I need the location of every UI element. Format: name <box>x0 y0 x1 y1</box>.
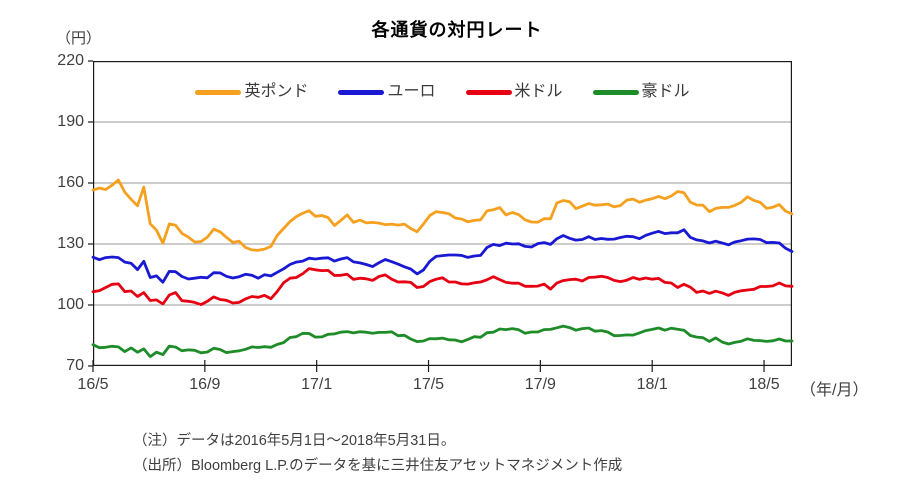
chart-legend: 英ポンド ユーロ 米ドル 豪ドル <box>93 83 792 101</box>
x-axis-unit-label: （年/月） <box>800 382 869 399</box>
plot-area <box>88 60 794 372</box>
x-tick-label: 16/5 <box>77 376 109 393</box>
x-tick-label: 17/1 <box>301 376 333 393</box>
series-line-eur <box>91 228 794 284</box>
y-tick-label: 160 <box>57 174 84 191</box>
series-line-gbp <box>91 178 794 252</box>
x-tick-label: 17/9 <box>524 376 556 393</box>
x-tick-label: 17/5 <box>412 376 445 393</box>
legend-label-gbp: 英ポンド <box>244 83 309 100</box>
legend-item-usd: 米ドル <box>465 83 563 101</box>
y-tick-label: 190 <box>57 113 84 130</box>
legend-line-swatch-gbp <box>195 89 242 95</box>
series-line-aud <box>91 324 794 359</box>
y-tick-label: 130 <box>57 235 84 252</box>
legend-line-swatch-eur <box>338 89 385 95</box>
legend-label-usd: 米ドル <box>514 83 563 100</box>
series-line-usd <box>91 267 794 307</box>
legend-item-eur: ユーロ <box>338 83 436 101</box>
y-tick-label: 100 <box>57 296 84 313</box>
source-line: （出所）Bloomberg L.P.のデータを基に三井住友アセットマネジメント作… <box>133 458 623 474</box>
legend-label-eur: ユーロ <box>387 83 436 100</box>
y-tick-label: 70 <box>66 357 84 374</box>
x-tick-label: 18/5 <box>748 376 780 393</box>
x-tick-label: 16/9 <box>189 376 221 393</box>
y-axis-unit-label: （円） <box>56 30 102 47</box>
legend-item-gbp: 英ポンド <box>195 83 308 101</box>
x-tick-label: 18/1 <box>636 376 668 393</box>
chart-notes: （注）データは2016年5月1日～2018年5月31日。 （出所）Bloombe… <box>133 429 622 479</box>
chart-title: 各通貨の対円レート <box>371 20 543 40</box>
legend-line-swatch-usd <box>465 89 512 95</box>
legend-item-aud: 豪ドル <box>592 83 690 101</box>
note-line: （注）データは2016年5月1日～2018年5月31日。 <box>133 433 456 449</box>
y-tick-label: 220 <box>57 52 84 69</box>
legend-label-aud: 豪ドル <box>641 83 690 100</box>
legend-line-swatch-aud <box>592 89 639 95</box>
